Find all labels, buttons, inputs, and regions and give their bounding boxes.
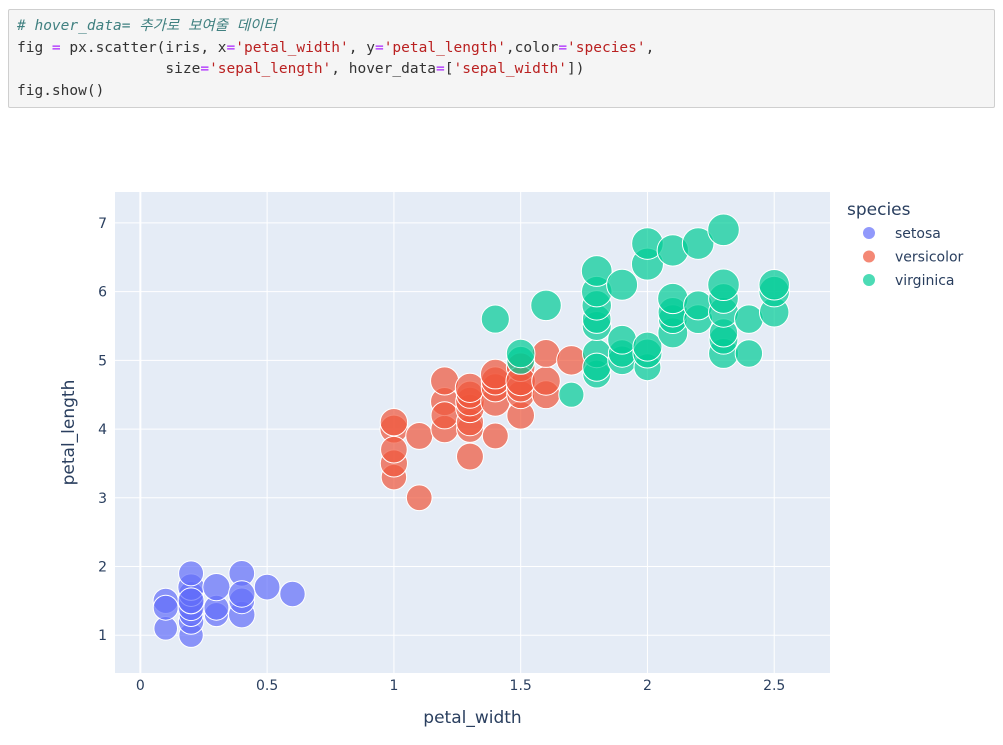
marker-virginica <box>530 289 562 322</box>
marker-virginica <box>580 255 613 287</box>
code-line: size='sepal_length', hover_data=['sepal_… <box>17 59 994 81</box>
marker-virginica <box>480 304 510 334</box>
x-tick-label: 2.5 <box>763 678 785 694</box>
marker-versicolor <box>379 407 409 437</box>
code-token: = <box>374 39 384 56</box>
marker-versicolor <box>531 339 561 368</box>
marker-virginica <box>707 268 740 302</box>
marker-virginica <box>734 339 764 368</box>
marker-virginica <box>606 268 639 301</box>
marker-virginica <box>758 268 790 301</box>
y-tick-label: 6 <box>98 285 107 301</box>
code-token: [ <box>444 61 454 77</box>
legend-label: virginica <box>895 273 955 289</box>
marker-virginica <box>683 290 714 321</box>
marker-versicolor <box>531 366 561 396</box>
marker-virginica <box>582 352 612 382</box>
y-tick-label: 5 <box>98 353 107 369</box>
x-tick-label: 1.5 <box>510 678 532 694</box>
legend-marker <box>863 274 875 286</box>
marker-virginica <box>632 331 663 362</box>
legend-label: setosa <box>895 226 941 242</box>
marker-versicolor <box>405 484 433 512</box>
code-token: 'sepal_width' <box>453 61 568 77</box>
code-line: fig = px.scatter(iris, x='petal_width', … <box>17 38 994 60</box>
marker-setosa <box>253 573 281 601</box>
axes: 0 0.5 1 1.5 2 2.5 1 2 3 4 5 6 7 petal_width petal_leng… <box>59 216 785 728</box>
marker-setosa <box>228 580 256 608</box>
code-cell[interactable]: # hover_data= 추가로 보여줄 데이터 fig = px.scatte… <box>8 9 995 108</box>
x-tick-label: 2 <box>643 678 652 694</box>
marker-virginica <box>734 304 764 334</box>
marker-virginica <box>707 213 740 247</box>
marker-virginica <box>657 282 689 315</box>
y-axis-title: petal_length <box>59 380 79 486</box>
marker-versicolor <box>455 442 484 471</box>
y-tick-label: 3 <box>98 491 107 507</box>
code-token: # hover_data= 추가로 보여줄 데이터 <box>17 18 277 34</box>
code-token: , hover_data <box>331 61 437 77</box>
y-tick-label: 4 <box>98 422 107 438</box>
code-token: px.scatter(iris, x <box>60 39 227 56</box>
code-token: ,color <box>505 39 559 56</box>
code-token: 'petal_length' <box>383 39 506 56</box>
marker-setosa <box>202 573 231 602</box>
legend-marker <box>863 250 875 263</box>
code-token: 'petal_width' <box>235 39 349 56</box>
marker-setosa <box>279 580 306 608</box>
x-tick-label: 0.5 <box>256 678 278 694</box>
code-token: , <box>645 39 655 56</box>
code-token: = <box>558 39 568 56</box>
marker-setosa <box>178 560 205 587</box>
marker-versicolor <box>556 345 587 376</box>
y-tick-label: 1 <box>98 628 107 644</box>
marker-versicolor <box>430 401 459 430</box>
code-token: fig <box>17 39 52 56</box>
marker-virginica <box>607 324 637 355</box>
legend-label: versicolor <box>895 250 964 266</box>
legend-item-virginica[interactable]: virginica <box>863 273 955 289</box>
marker-setosa <box>177 587 205 615</box>
legend-marker <box>863 227 875 239</box>
marker-versicolor <box>405 421 434 450</box>
legend: species setosa versicolor virginica <box>847 200 964 289</box>
marker-virginica <box>558 381 585 408</box>
code-token: ]) <box>567 61 585 77</box>
code-token: fig.show() <box>17 82 105 99</box>
y-tick-label: 2 <box>98 559 107 575</box>
y-tick-label: 7 <box>98 216 107 232</box>
code-line: fig.show() <box>17 81 994 103</box>
code-token: = <box>51 39 61 56</box>
code-token: , y <box>348 39 375 56</box>
code-token: = <box>226 39 236 56</box>
x-tick-label: 0 <box>136 678 145 694</box>
marker-virginica <box>681 227 715 260</box>
marker-setosa <box>152 594 179 621</box>
marker-versicolor <box>380 435 408 464</box>
legend-item-versicolor[interactable]: versicolor <box>863 250 964 266</box>
markers <box>152 213 790 648</box>
marker-versicolor <box>454 372 486 403</box>
marker-versicolor <box>481 422 509 450</box>
x-tick-label: 1 <box>389 678 398 694</box>
marker-versicolor <box>430 366 460 396</box>
code-token: = <box>436 61 445 77</box>
code-token: 'species' <box>567 39 646 56</box>
marker-virginica <box>505 338 536 369</box>
code-token: size <box>17 61 201 77</box>
legend-title: species <box>847 200 911 220</box>
x-axis-title: petal_width <box>423 708 521 728</box>
legend-item-setosa[interactable]: setosa <box>863 226 941 242</box>
marker-versicolor <box>479 358 511 390</box>
code-line: # hover_data= 추가로 보여줄 데이터 <box>17 16 994 38</box>
code-token: 'sepal_length' <box>209 61 332 77</box>
code-token: = <box>200 61 210 77</box>
